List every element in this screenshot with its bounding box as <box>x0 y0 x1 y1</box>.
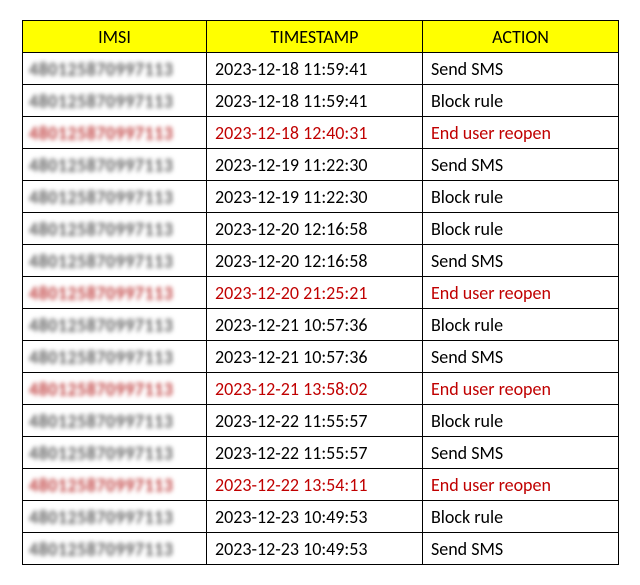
table-row: 480125870997113 2023-12-22 11:55:57Block … <box>23 405 619 437</box>
cell-timestamp: 2023-12-20 12:16:58 <box>207 245 423 277</box>
col-header-action: ACTION <box>423 21 619 53</box>
cell-timestamp: 2023-12-22 13:54:11 <box>207 469 423 501</box>
table-row: 480125870997113 2023-12-20 12:16:58Block … <box>23 213 619 245</box>
cell-imsi: 480125870997113 <box>23 469 207 501</box>
cell-action: Block rule <box>423 85 619 117</box>
cell-imsi: 480125870997113 <box>23 533 207 565</box>
cell-action: Send SMS <box>423 53 619 85</box>
cell-timestamp: 2023-12-23 10:49:53 <box>207 533 423 565</box>
cell-action: End user reopen <box>423 277 619 309</box>
col-header-imsi: IMSI <box>23 21 207 53</box>
cell-action: Block rule <box>423 405 619 437</box>
table-row: 480125870997113 2023-12-20 12:16:58Send S… <box>23 245 619 277</box>
cell-imsi: 480125870997113 <box>23 117 207 149</box>
cell-imsi: 480125870997113 <box>23 85 207 117</box>
sheet: IMSI TIMESTAMP ACTION 480125870997113 202… <box>0 0 640 585</box>
table-row: 480125870997113 2023-12-20 21:25:21End us… <box>23 277 619 309</box>
table-row: 480125870997113 2023-12-18 11:59:41Block … <box>23 85 619 117</box>
imsi-redacted: 480125870997113 <box>29 155 173 174</box>
cell-imsi: 480125870997113 <box>23 501 207 533</box>
imsi-redacted: 480125870997113 <box>29 379 173 398</box>
table-row: 480125870997113 2023-12-21 10:57:36Block … <box>23 309 619 341</box>
cell-imsi: 480125870997113 <box>23 341 207 373</box>
table-row: 480125870997113 2023-12-23 10:49:53Send S… <box>23 533 619 565</box>
cell-action: Send SMS <box>423 149 619 181</box>
cell-timestamp: 2023-12-18 12:40:31 <box>207 117 423 149</box>
table-row: 480125870997113 2023-12-18 12:40:31End us… <box>23 117 619 149</box>
table-row: 480125870997113 2023-12-23 10:49:53Block … <box>23 501 619 533</box>
table-row: 480125870997113 2023-12-19 11:22:30Send S… <box>23 149 619 181</box>
cell-timestamp: 2023-12-20 12:16:58 <box>207 213 423 245</box>
header-row: IMSI TIMESTAMP ACTION <box>23 21 619 53</box>
cell-imsi: 480125870997113 <box>23 405 207 437</box>
cell-action: Send SMS <box>423 341 619 373</box>
cell-timestamp: 2023-12-19 11:22:30 <box>207 181 423 213</box>
cell-imsi: 480125870997113 <box>23 181 207 213</box>
cell-action: Block rule <box>423 181 619 213</box>
imsi-redacted: 480125870997113 <box>29 59 173 78</box>
cell-timestamp: 2023-12-18 11:59:41 <box>207 53 423 85</box>
imsi-redacted: 480125870997113 <box>29 187 173 206</box>
cell-timestamp: 2023-12-21 10:57:36 <box>207 341 423 373</box>
table-row: 480125870997113 2023-12-21 10:57:36Send S… <box>23 341 619 373</box>
imsi-redacted: 480125870997113 <box>29 443 173 462</box>
cell-action: End user reopen <box>423 469 619 501</box>
cell-imsi: 480125870997113 <box>23 149 207 181</box>
cell-imsi: 480125870997113 <box>23 213 207 245</box>
log-table: IMSI TIMESTAMP ACTION 480125870997113 202… <box>22 20 619 565</box>
imsi-redacted: 480125870997113 <box>29 283 173 302</box>
cell-imsi: 480125870997113 <box>23 309 207 341</box>
cell-timestamp: 2023-12-21 10:57:36 <box>207 309 423 341</box>
cell-imsi: 480125870997113 <box>23 437 207 469</box>
cell-action: Send SMS <box>423 437 619 469</box>
cell-action: Send SMS <box>423 245 619 277</box>
cell-timestamp: 2023-12-18 11:59:41 <box>207 85 423 117</box>
imsi-redacted: 480125870997113 <box>29 123 173 142</box>
table-row: 480125870997113 2023-12-19 11:22:30Block … <box>23 181 619 213</box>
imsi-redacted: 480125870997113 <box>29 251 173 270</box>
cell-timestamp: 2023-12-23 10:49:53 <box>207 501 423 533</box>
cell-action: Send SMS <box>423 533 619 565</box>
table-row: 480125870997113 2023-12-21 13:58:02End us… <box>23 373 619 405</box>
cell-imsi: 480125870997113 <box>23 53 207 85</box>
cell-imsi: 480125870997113 <box>23 277 207 309</box>
cell-action: Block rule <box>423 309 619 341</box>
cell-timestamp: 2023-12-22 11:55:57 <box>207 405 423 437</box>
imsi-redacted: 480125870997113 <box>29 475 173 494</box>
cell-action: End user reopen <box>423 373 619 405</box>
col-header-timestamp: TIMESTAMP <box>207 21 423 53</box>
imsi-redacted: 480125870997113 <box>29 219 173 238</box>
cell-action: Block rule <box>423 501 619 533</box>
imsi-redacted: 480125870997113 <box>29 411 173 430</box>
imsi-redacted: 480125870997113 <box>29 347 173 366</box>
cell-timestamp: 2023-12-21 13:58:02 <box>207 373 423 405</box>
table-row: 480125870997113 2023-12-22 13:54:11End us… <box>23 469 619 501</box>
imsi-redacted: 480125870997113 <box>29 539 173 558</box>
table-row: 480125870997113 2023-12-18 11:59:41Send S… <box>23 53 619 85</box>
cell-timestamp: 2023-12-19 11:22:30 <box>207 149 423 181</box>
imsi-redacted: 480125870997113 <box>29 507 173 526</box>
table-body: 4801258709971132023-12-18 11:59:41Send S… <box>23 53 619 565</box>
cell-imsi: 480125870997113 <box>23 373 207 405</box>
cell-action: Block rule <box>423 213 619 245</box>
cell-timestamp: 2023-12-20 21:25:21 <box>207 277 423 309</box>
cell-timestamp: 2023-12-22 11:55:57 <box>207 437 423 469</box>
imsi-redacted: 480125870997113 <box>29 91 173 110</box>
cell-imsi: 480125870997113 <box>23 245 207 277</box>
cell-action: End user reopen <box>423 117 619 149</box>
imsi-redacted: 480125870997113 <box>29 315 173 334</box>
table-row: 480125870997113 2023-12-22 11:55:57Send S… <box>23 437 619 469</box>
